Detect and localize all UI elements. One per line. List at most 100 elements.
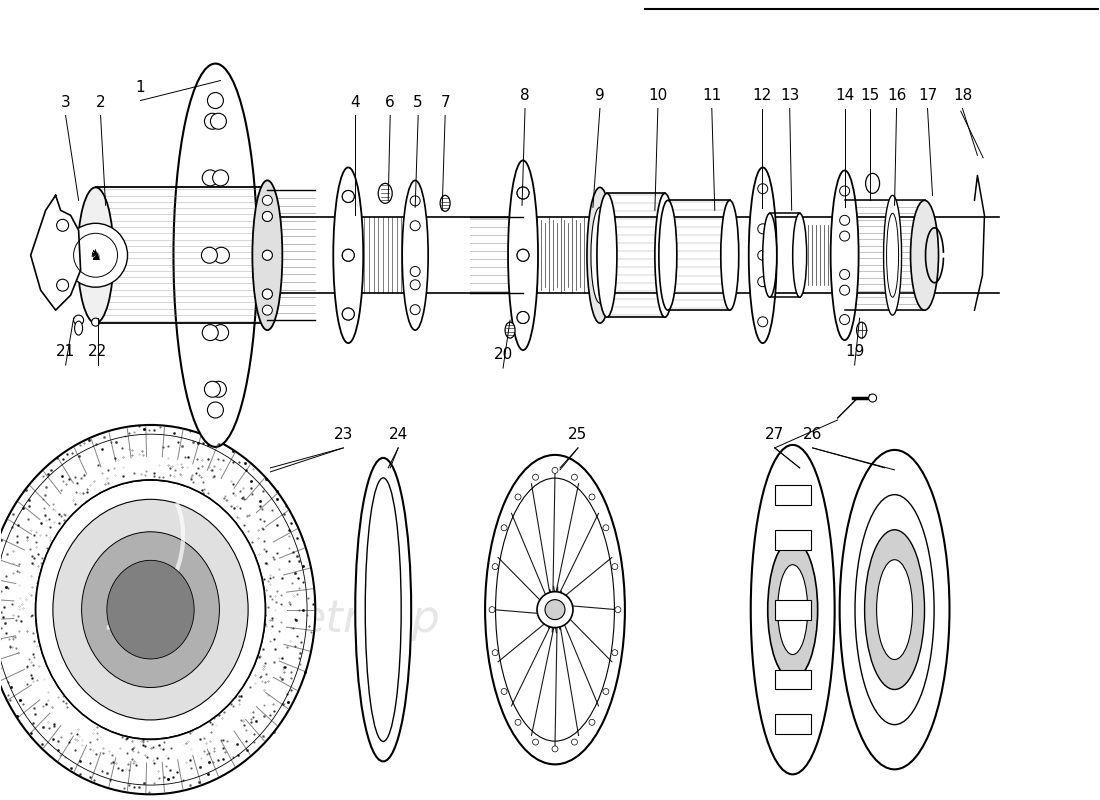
Circle shape	[208, 402, 223, 418]
Circle shape	[263, 289, 273, 299]
Circle shape	[263, 195, 273, 206]
Ellipse shape	[720, 200, 739, 310]
Circle shape	[839, 270, 849, 279]
Ellipse shape	[355, 458, 411, 762]
Circle shape	[532, 474, 539, 480]
Text: 18: 18	[953, 87, 972, 102]
Circle shape	[74, 315, 84, 325]
Circle shape	[839, 231, 849, 241]
Circle shape	[571, 739, 578, 745]
Ellipse shape	[53, 499, 249, 720]
Text: 6: 6	[385, 94, 395, 110]
Text: 14: 14	[835, 87, 855, 102]
Circle shape	[342, 190, 354, 202]
Circle shape	[202, 325, 218, 341]
Circle shape	[205, 114, 220, 130]
Ellipse shape	[508, 161, 538, 350]
Circle shape	[603, 525, 609, 530]
Ellipse shape	[830, 170, 859, 340]
Bar	[774, 600, 811, 620]
Ellipse shape	[403, 180, 428, 330]
Ellipse shape	[81, 532, 219, 687]
Circle shape	[839, 215, 849, 226]
Text: ♞: ♞	[89, 248, 102, 262]
Bar	[774, 670, 811, 690]
Text: 13: 13	[780, 87, 800, 102]
Text: 4: 4	[351, 94, 360, 110]
Text: 7: 7	[440, 94, 450, 110]
Circle shape	[603, 689, 609, 694]
Ellipse shape	[883, 195, 902, 315]
Text: 3: 3	[60, 94, 70, 110]
Circle shape	[571, 474, 578, 480]
Circle shape	[74, 234, 118, 278]
Text: 15: 15	[860, 87, 879, 102]
Bar	[774, 485, 811, 505]
Circle shape	[869, 394, 877, 402]
Circle shape	[758, 184, 768, 194]
Ellipse shape	[378, 183, 393, 203]
Circle shape	[263, 211, 273, 222]
Text: 24: 24	[388, 427, 408, 442]
Ellipse shape	[597, 194, 617, 317]
Ellipse shape	[440, 195, 450, 211]
Ellipse shape	[857, 322, 867, 338]
Ellipse shape	[0, 425, 316, 794]
Ellipse shape	[174, 63, 257, 447]
Text: 11: 11	[702, 87, 722, 102]
Circle shape	[517, 187, 529, 199]
Text: 9: 9	[595, 87, 605, 102]
Circle shape	[502, 689, 507, 694]
Circle shape	[210, 114, 227, 130]
Circle shape	[490, 606, 495, 613]
Circle shape	[410, 196, 420, 206]
Text: 23: 23	[333, 427, 353, 442]
Text: 20: 20	[494, 347, 513, 362]
Circle shape	[342, 308, 354, 320]
Ellipse shape	[505, 322, 515, 338]
Circle shape	[263, 305, 273, 315]
Circle shape	[492, 650, 498, 656]
Circle shape	[342, 308, 354, 320]
Text: 1: 1	[135, 79, 145, 94]
Ellipse shape	[750, 445, 835, 774]
Text: 27: 27	[766, 427, 784, 442]
Text: 19: 19	[845, 344, 865, 359]
Bar	[774, 530, 811, 550]
Text: 5: 5	[414, 94, 424, 110]
Ellipse shape	[749, 167, 777, 343]
Circle shape	[342, 250, 354, 262]
Text: 8: 8	[520, 87, 530, 102]
Circle shape	[202, 170, 218, 186]
Ellipse shape	[587, 187, 613, 323]
Circle shape	[552, 746, 558, 752]
Circle shape	[537, 592, 573, 628]
Circle shape	[839, 186, 849, 196]
Ellipse shape	[252, 180, 283, 330]
Circle shape	[517, 250, 529, 262]
Circle shape	[544, 600, 565, 620]
Text: 16: 16	[887, 87, 906, 102]
Circle shape	[612, 564, 618, 570]
Ellipse shape	[365, 478, 402, 742]
Ellipse shape	[107, 560, 194, 659]
Ellipse shape	[75, 321, 82, 335]
Text: 2: 2	[96, 94, 106, 110]
Circle shape	[532, 739, 539, 745]
Circle shape	[758, 224, 768, 234]
Circle shape	[515, 719, 521, 726]
Circle shape	[839, 314, 849, 325]
Ellipse shape	[778, 565, 807, 654]
Circle shape	[210, 382, 227, 398]
Circle shape	[615, 606, 620, 613]
Circle shape	[64, 223, 128, 287]
Ellipse shape	[855, 494, 934, 725]
Circle shape	[517, 250, 529, 262]
Circle shape	[517, 311, 529, 323]
Circle shape	[588, 494, 595, 500]
Circle shape	[91, 318, 100, 326]
Circle shape	[56, 279, 68, 291]
Circle shape	[410, 221, 420, 230]
Circle shape	[56, 219, 68, 231]
Circle shape	[410, 266, 420, 277]
